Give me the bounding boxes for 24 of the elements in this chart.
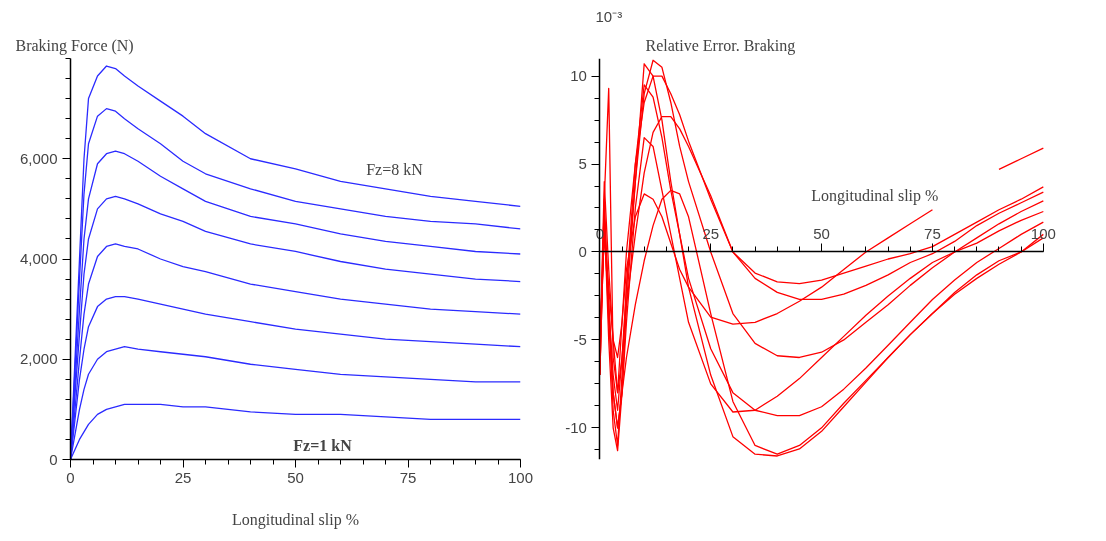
x-tick-label: 100 [1030, 224, 1056, 242]
x-tick-label: 75 [924, 224, 941, 242]
y-axis-title: 10⁻³ [595, 7, 623, 25]
annotation: Fz=1 kN [293, 437, 353, 455]
x-tick-label: 100 [507, 468, 534, 486]
x-tick-label: 50 [813, 224, 830, 242]
x-tick-label: 75 [399, 468, 417, 486]
annotation: Fz=8 kN [366, 161, 424, 179]
y-tick-label: -10 [565, 418, 587, 436]
y-tick-label: 5 [578, 155, 587, 173]
y-tick-label: -5 [573, 330, 587, 348]
x-tick-label: 25 [174, 468, 192, 486]
x-tick-label: 50 [287, 468, 304, 486]
chart-title: Relative Error. Braking [645, 36, 796, 55]
x-axis-title: Longitudinal slip % [231, 510, 360, 529]
y-tick-label: 4,000 [19, 250, 58, 267]
x-axis-title: Longitudinal slip % [811, 186, 939, 205]
x-tick-label: 0 [66, 468, 75, 486]
y-tick-label: 2,000 [19, 350, 58, 368]
y-tick-label: 10 [570, 67, 587, 85]
y-tick-label: 6,000 [19, 149, 58, 167]
y-tick-label: 0 [578, 242, 587, 260]
y-axis-title: Braking Force (N) [15, 36, 134, 55]
y-tick-label: 0 [49, 450, 58, 468]
